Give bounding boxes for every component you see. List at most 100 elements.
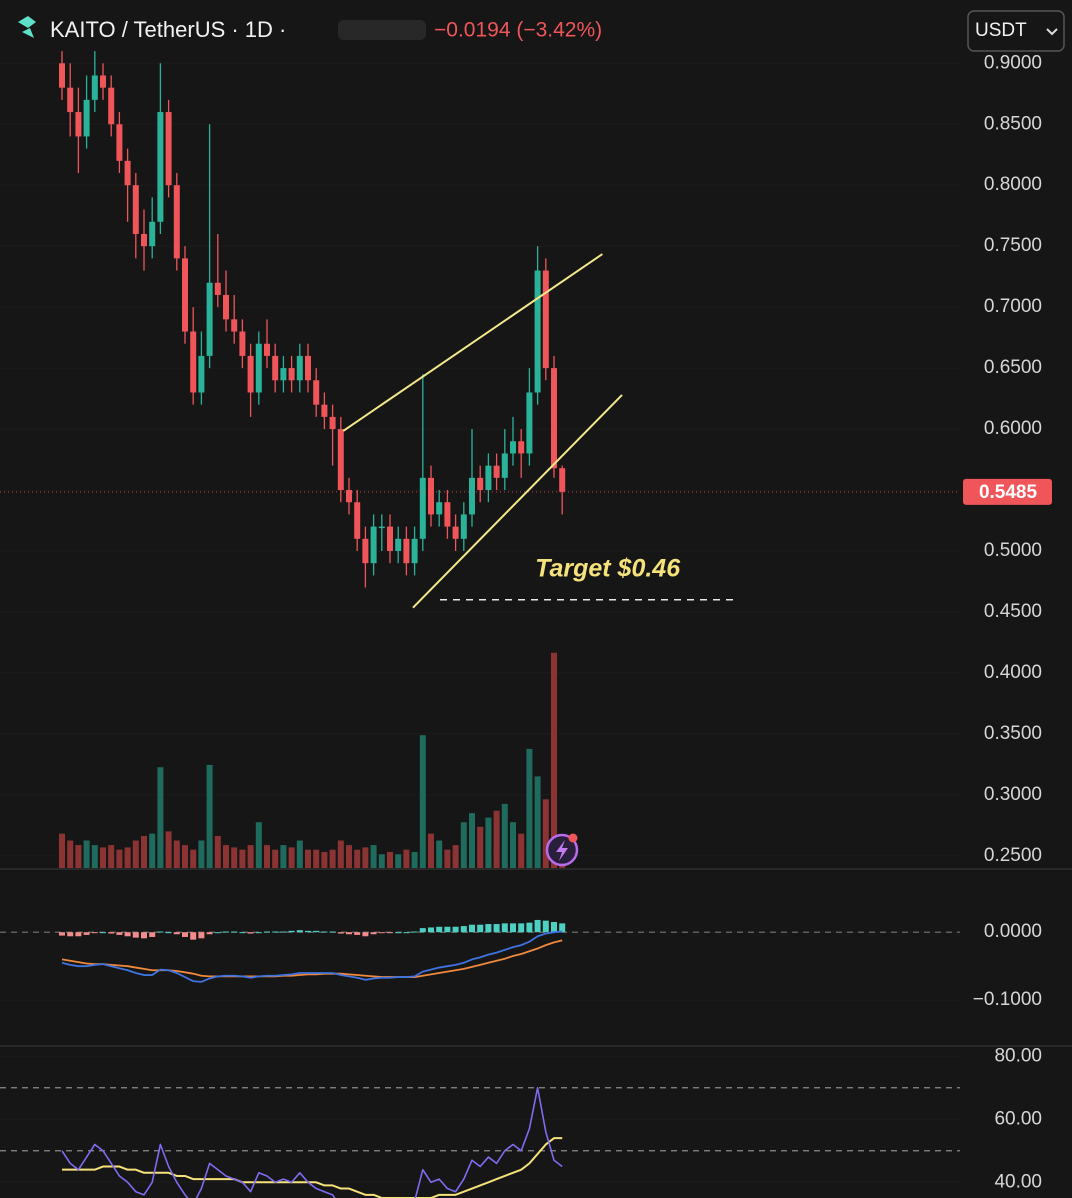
volume-bar bbox=[116, 849, 123, 868]
candle-body bbox=[346, 490, 352, 503]
candle-body bbox=[288, 368, 295, 381]
candle-body bbox=[387, 526, 393, 551]
volume-bar bbox=[534, 776, 541, 868]
candle-body bbox=[518, 441, 525, 454]
candle-body bbox=[173, 185, 180, 259]
volume-bar bbox=[264, 845, 270, 868]
histogram-bar bbox=[149, 932, 156, 937]
histogram-bar bbox=[223, 931, 229, 933]
y-tick-label: 0.4000 bbox=[984, 662, 1042, 683]
y-tick-label: 0.6500 bbox=[984, 357, 1042, 378]
histogram-bar bbox=[337, 932, 344, 934]
candle-body bbox=[460, 514, 467, 539]
histogram-bar bbox=[551, 922, 557, 933]
histogram-bar bbox=[518, 923, 525, 933]
alert-icon[interactable] bbox=[545, 833, 579, 867]
volume-bar bbox=[141, 835, 147, 868]
histogram-bar bbox=[395, 932, 402, 934]
volume-bar bbox=[313, 849, 320, 868]
symbol-logo bbox=[18, 16, 36, 38]
histogram-bar bbox=[116, 932, 123, 935]
histogram-bar bbox=[493, 924, 500, 933]
volume-bar bbox=[75, 845, 82, 868]
volume-bar bbox=[83, 840, 90, 868]
candle-body bbox=[280, 368, 287, 381]
volume-bar bbox=[428, 833, 434, 868]
candle-body bbox=[337, 429, 344, 491]
candle-body bbox=[370, 526, 377, 564]
candle-body bbox=[91, 75, 98, 100]
candle-body bbox=[124, 160, 131, 186]
candle-body bbox=[436, 502, 443, 515]
histogram-bar bbox=[313, 930, 320, 933]
volume-bar bbox=[255, 822, 262, 868]
candle-body bbox=[165, 112, 172, 186]
chevron-icon[interactable] bbox=[1046, 28, 1058, 36]
candle-body bbox=[141, 233, 147, 247]
histogram-bar bbox=[173, 932, 180, 935]
volume-bar bbox=[329, 849, 336, 868]
currency-label[interactable]: USDT bbox=[975, 20, 1027, 41]
volume-bar bbox=[526, 748, 533, 868]
volume-bar bbox=[469, 813, 475, 868]
candle-body bbox=[354, 502, 361, 539]
volume-bar bbox=[247, 845, 254, 868]
candle-body bbox=[534, 270, 541, 393]
macd-line bbox=[61, 930, 563, 983]
candle-body bbox=[542, 270, 549, 369]
price-panel: Target $0.46 bbox=[0, 51, 960, 868]
currency-select[interactable] bbox=[967, 10, 1065, 52]
candle-body bbox=[100, 75, 106, 88]
symbol-title: KAITO / TetherUS · 1D · bbox=[50, 17, 286, 42]
histogram-bar bbox=[526, 922, 533, 933]
volume-bar bbox=[173, 840, 180, 868]
volume-bar bbox=[460, 822, 467, 868]
histogram-bar bbox=[534, 919, 541, 933]
histogram-bar bbox=[436, 926, 443, 933]
histogram-bar bbox=[59, 932, 65, 936]
histogram-bar bbox=[305, 930, 311, 933]
candle-body bbox=[108, 87, 115, 125]
volume-bar bbox=[518, 833, 525, 868]
histogram-bar bbox=[91, 932, 98, 934]
volume-bar bbox=[551, 652, 557, 868]
macd-panel bbox=[0, 919, 960, 1001]
trend-line bbox=[412, 394, 623, 609]
y-tick-label: 40.00 bbox=[994, 1171, 1042, 1192]
volume-bar bbox=[321, 851, 328, 868]
y-tick-label: 0.6000 bbox=[984, 418, 1042, 439]
volume-bar bbox=[206, 764, 213, 868]
volume-bar bbox=[223, 845, 229, 868]
candle-body bbox=[149, 221, 156, 247]
volume-bar bbox=[419, 735, 426, 868]
volume-bar bbox=[477, 826, 484, 868]
candle-body bbox=[477, 477, 484, 491]
y-tick-label: 0.8000 bbox=[984, 174, 1042, 195]
histogram-bar bbox=[346, 932, 352, 935]
y-tick-label: 0.8500 bbox=[984, 113, 1042, 134]
candle-body bbox=[444, 502, 451, 527]
histogram-bar bbox=[452, 926, 459, 933]
histogram-bar bbox=[67, 932, 74, 937]
signal-line bbox=[61, 939, 563, 978]
candle-body bbox=[223, 294, 229, 320]
volume-bar bbox=[231, 847, 238, 868]
y-tick-label: 0.7500 bbox=[984, 235, 1042, 256]
y-tick-label: 0.4500 bbox=[984, 601, 1042, 622]
candle-body bbox=[59, 63, 65, 88]
histogram-bar bbox=[280, 931, 287, 933]
price-change: −0.0194 (−3.42%) bbox=[434, 19, 602, 42]
histogram-bar bbox=[321, 931, 328, 933]
candle-body bbox=[321, 404, 328, 417]
rsi-ma-line bbox=[62, 1137, 563, 1198]
volume-bar bbox=[493, 810, 500, 868]
volume-bar bbox=[59, 833, 65, 868]
candle-body bbox=[206, 282, 213, 356]
volume-bar bbox=[157, 767, 164, 868]
y-tick-label: 0.7000 bbox=[984, 296, 1042, 317]
volume-bar bbox=[239, 849, 246, 868]
histogram-bar bbox=[247, 932, 254, 934]
y-tick-label: −0.1000 bbox=[973, 989, 1042, 1010]
